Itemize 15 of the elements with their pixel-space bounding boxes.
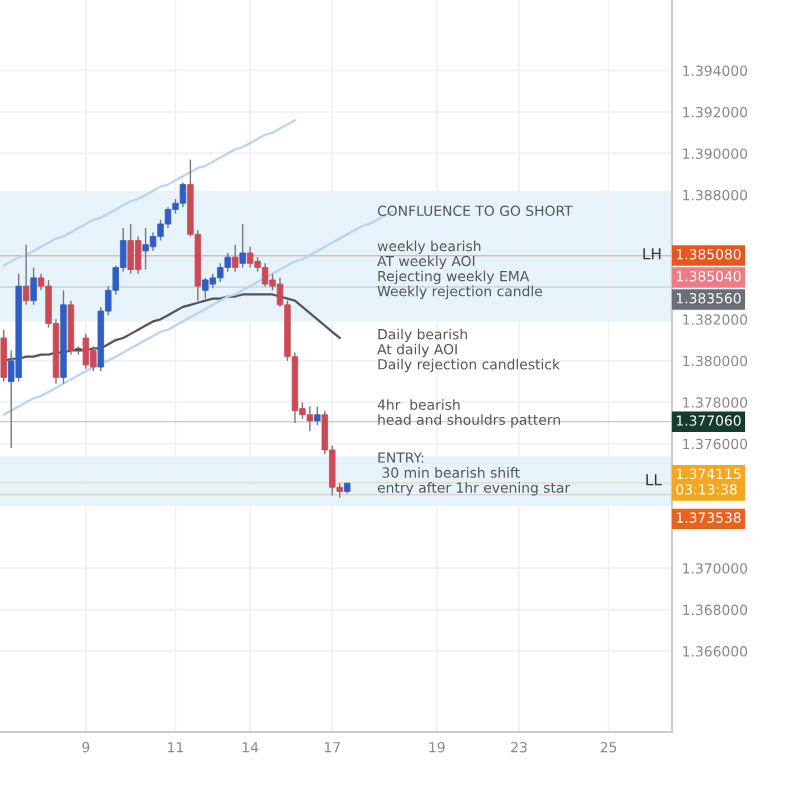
candlestick [127,223,134,275]
candlestick [306,405,314,433]
candlestick [67,299,75,356]
candlestick [134,235,142,275]
candlestick [142,227,149,271]
candlestick [0,329,7,383]
candlestick [314,405,321,426]
candlestick [179,181,187,209]
line-series [2,119,297,267]
candlestick [22,243,30,306]
candlestick [261,262,269,287]
candlestick [246,246,254,269]
candlestick [164,206,172,229]
candlestick [82,333,90,370]
candlestick [239,223,246,269]
